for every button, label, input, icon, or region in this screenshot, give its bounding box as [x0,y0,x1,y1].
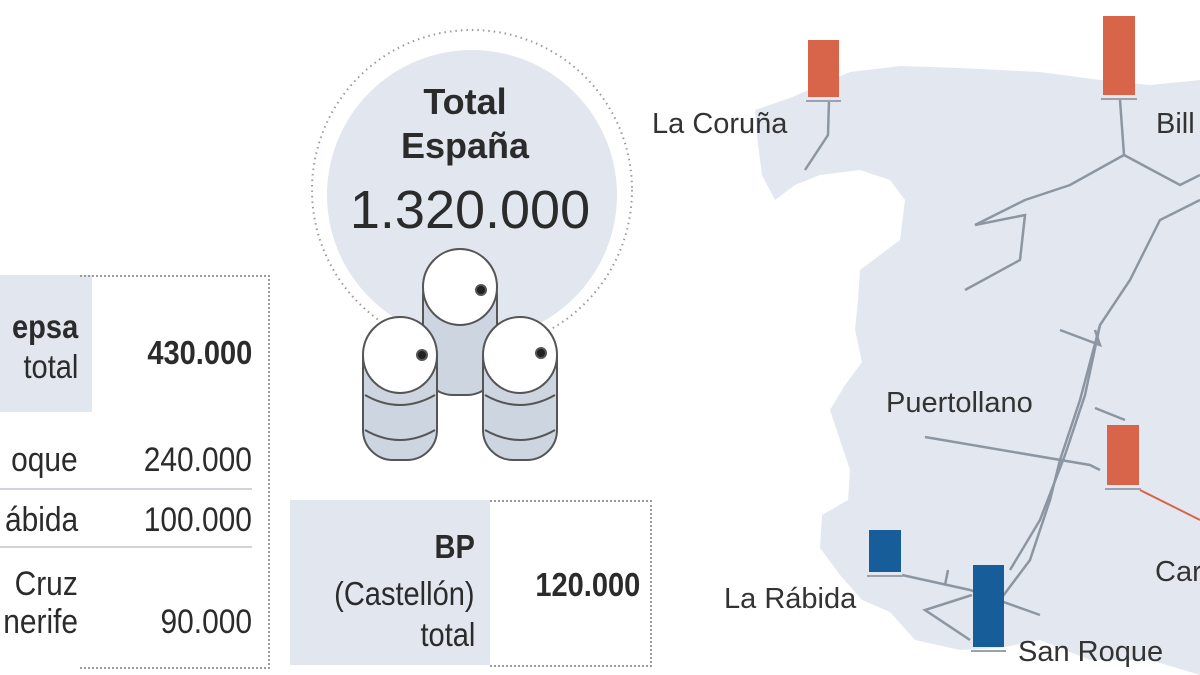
cepsa-name: epsa [11,308,78,345]
bp-location: (Castellón) [334,575,475,612]
oil-barrels-icon [362,248,558,461]
cepsa-row-label: nerife [3,603,78,641]
refinery-bar-castellon [1105,425,1141,490]
cepsa-table-border [80,275,270,669]
cepsa-row-label: Cruz [14,565,78,603]
cepsa-row-label: oque [11,441,78,479]
cepsa-row-value: 100.000 [143,501,252,539]
bp-table-border [490,500,652,667]
bp-total-label: total [420,616,475,653]
map-label-bilbao: Bill [1156,108,1195,140]
total-circle [311,29,633,351]
refinery-bar-san-roque [971,565,1006,652]
refinery-bar-la-coruna [806,40,841,102]
bp-name: BP [434,528,475,565]
bp-total-value: 120.000 [535,566,640,603]
refinery-bar-la-rabida [867,530,903,577]
refinery-bar-bilbao [1101,16,1137,100]
map-label-puertollano: Puertollano [886,387,1033,419]
map-label-la-coruna: La Coruña [652,108,788,140]
divider [0,546,252,548]
divider [0,488,252,490]
cepsa-row-label: ábida [4,501,78,539]
bp-header-box [290,500,490,665]
total-label-line2: España [400,125,530,166]
cepsa-row-value: 240.000 [143,441,252,479]
cepsa-row-value: 90.000 [160,603,252,641]
total-value: 1.320.000 [349,180,591,240]
cepsa-total-value: 430.000 [147,334,252,371]
cepsa-header-box [0,275,92,412]
red-pipeline [1139,489,1200,521]
total-label-line1: Total [423,81,507,122]
spain-landmass [755,66,1200,675]
map-label-san-roque: San Roque [1018,636,1164,668]
map-label-castellon: Car [1155,556,1200,588]
map-label-la-rabida: La Rábida [724,583,857,615]
cepsa-total-label: total [23,348,78,385]
pipeline-network [803,99,1200,642]
